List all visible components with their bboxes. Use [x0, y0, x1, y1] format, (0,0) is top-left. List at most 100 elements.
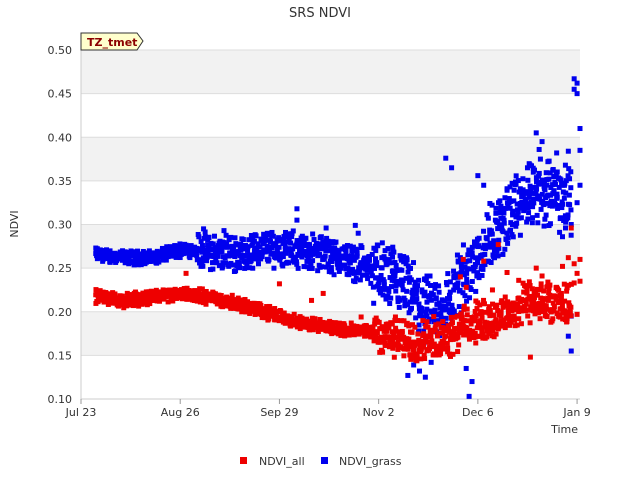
ndvi-grass-point — [412, 279, 418, 285]
ndvi-grass-point — [156, 259, 162, 265]
ndvi-grass-point — [541, 223, 547, 229]
ndvi-all-point — [525, 313, 531, 319]
ndvi-all-point — [546, 285, 552, 291]
ndvi-grass-point — [536, 170, 542, 176]
ndvi-grass-point — [385, 286, 391, 292]
ndvi-all-point — [392, 314, 398, 320]
ndvi-grass-point — [445, 271, 451, 277]
ndvi-grass-point — [329, 269, 335, 275]
ndvi-grass-point — [343, 248, 349, 254]
ndvi-all-point — [504, 269, 510, 275]
ndvi-grass-point — [543, 170, 549, 176]
ndvi-all-point — [564, 288, 570, 294]
ndvi-grass-point — [508, 227, 514, 233]
ndvi-grass-point — [535, 193, 541, 199]
ndvi-grass-point — [501, 220, 507, 226]
ndvi-grass-point — [481, 228, 487, 234]
ndvi-grass-point — [246, 265, 252, 271]
ndvi-all-point — [527, 282, 533, 288]
ndvi-grass-point — [267, 248, 273, 254]
ndvi-grass-point — [559, 199, 565, 205]
ndvi-grass-point — [510, 208, 516, 214]
ndvi-all-point — [448, 314, 454, 320]
ndvi-all-point — [170, 292, 176, 298]
ndvi-grass-point — [538, 206, 544, 212]
ndvi-grass-point — [566, 166, 572, 172]
ndvi-grass-point — [236, 260, 242, 266]
ndvi-all-point — [562, 298, 568, 304]
ndvi-all-point — [543, 303, 549, 309]
ndvi-all-point — [494, 302, 500, 308]
ndvi-grass-point — [387, 260, 393, 266]
ndvi-all-point — [541, 288, 547, 294]
ndvi-all-point — [562, 308, 568, 314]
ndvi-grass-point — [368, 280, 374, 286]
ndvi-grass-point — [563, 225, 569, 231]
ndvi-all-point — [538, 281, 544, 287]
ndvi-grass-point — [489, 202, 495, 208]
ndvi-all-point — [486, 304, 492, 310]
ndvi-grass-point — [263, 247, 269, 253]
ndvi-grass-point — [206, 234, 212, 240]
ndvi-grass-point — [245, 247, 251, 253]
ndvi-grass-point — [382, 286, 388, 292]
ndvi-grass-point — [280, 251, 286, 257]
y-tick-label: 0.20 — [48, 306, 73, 319]
ndvi-all-point — [535, 292, 541, 298]
ndvi-grass-point — [495, 226, 501, 232]
ndvi-grass-point — [263, 237, 269, 243]
ndvi-all-point — [510, 300, 516, 306]
ndvi-grass-point — [571, 86, 577, 92]
ndvi-all-point — [438, 351, 444, 357]
ndvi-all-point — [391, 354, 397, 360]
ndvi-grass-point — [310, 258, 316, 264]
ndvi-grass-point — [406, 310, 412, 316]
ndvi-grass-point — [440, 307, 446, 313]
ndvi-all-point — [486, 323, 492, 329]
y-tick-label: 0.40 — [48, 131, 73, 144]
ndvi-grass-point — [199, 243, 205, 249]
ndvi-grass-point — [530, 169, 536, 175]
ndvi-grass-point — [254, 245, 260, 251]
ndvi-grass-point — [416, 328, 422, 334]
ndvi-all-point — [338, 332, 344, 338]
ndvi-all-point — [455, 334, 461, 340]
ndvi-all-point — [310, 327, 316, 333]
ndvi-all-point — [404, 340, 410, 346]
ndvi-all-point — [445, 323, 451, 329]
ndvi-grass-point — [290, 228, 296, 234]
ndvi-grass-point — [333, 239, 339, 245]
ndvi-grass-point — [500, 251, 506, 257]
ndvi-grass-point — [373, 256, 379, 262]
ndvi-grass-point — [454, 285, 460, 291]
ndvi-grass-point — [328, 265, 334, 271]
ndvi-grass-point — [381, 282, 387, 288]
ndvi-all-point — [132, 302, 138, 308]
ndvi-grass-point — [273, 241, 279, 247]
ndvi-grass-point — [525, 216, 531, 222]
ndvi-grass-point — [403, 275, 409, 281]
ndvi-grass-point — [226, 263, 232, 269]
ndvi-grass-point — [261, 231, 267, 237]
ndvi-grass-point — [543, 212, 549, 218]
ndvi-all-point — [443, 333, 449, 339]
ndvi-grass-point — [353, 275, 359, 281]
ndvi-grass-point — [242, 242, 248, 248]
ndvi-grass-point — [281, 241, 287, 247]
ndvi-all-point — [428, 341, 434, 347]
legend: NDVI_all NDVI_grass — [240, 455, 402, 468]
ndvi-all-point — [526, 279, 532, 285]
ndvi-grass-point — [568, 348, 574, 354]
ndvi-all-point — [470, 328, 476, 334]
ndvi-grass-point — [413, 315, 419, 321]
ndvi-all-point — [558, 290, 564, 296]
ndvi-grass-point — [401, 254, 407, 260]
ndvi-grass-point — [565, 333, 571, 339]
ndvi-grass-point — [421, 293, 427, 299]
ndvi-grass-point — [504, 186, 510, 192]
ndvi-grass-point — [273, 255, 279, 261]
ndvi-all-point — [381, 337, 387, 343]
ndvi-all-point — [501, 317, 507, 323]
ndvi-grass-point — [520, 187, 526, 193]
ndvi-grass-point — [377, 289, 383, 295]
